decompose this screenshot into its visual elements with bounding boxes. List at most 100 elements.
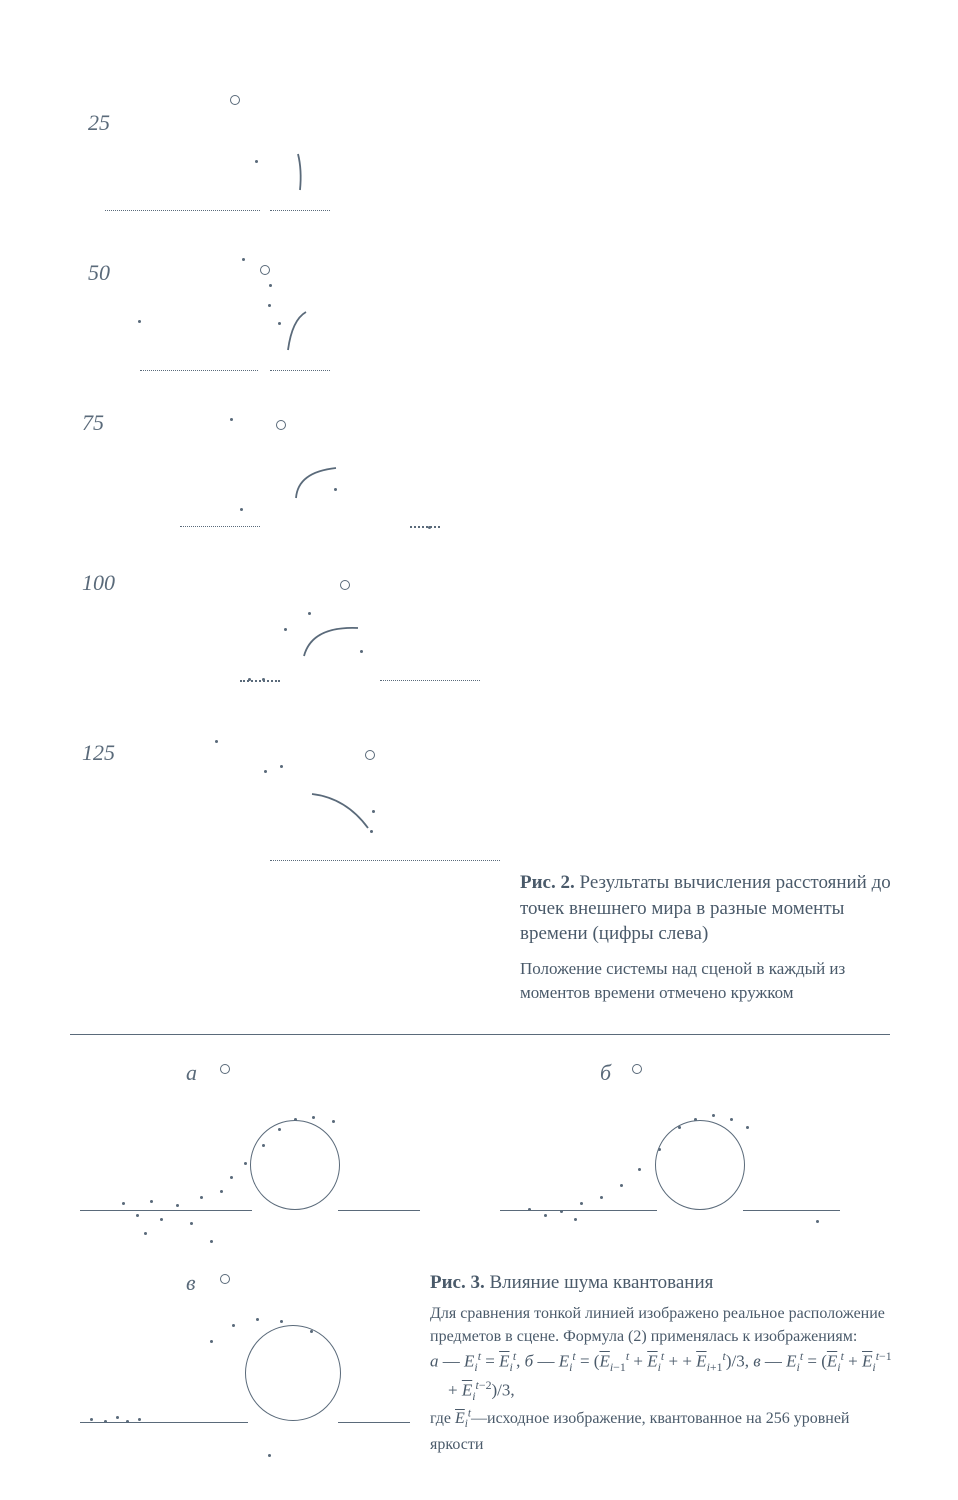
- fig2-dot: [262, 678, 265, 681]
- fig3-panel-a-scene-circle: [250, 1120, 340, 1210]
- figure-3-caption: Рис. 3. Влияние шума квантования Для сра…: [430, 1270, 900, 1456]
- fig3-panel-a-marker: [220, 1064, 230, 1074]
- fig3-panel-a-label: а: [186, 1060, 197, 1086]
- fig3-dot: [160, 1218, 163, 1221]
- fig2-dot: [215, 740, 218, 743]
- fig3-dot: [694, 1118, 697, 1121]
- fig2-dot: [308, 612, 311, 615]
- fig3-panel-b-label: б: [600, 1060, 611, 1086]
- fig3-dot: [574, 1218, 577, 1221]
- fig3-dot: [138, 1418, 141, 1421]
- fig3-dot: [278, 1128, 281, 1131]
- fig2-arc-125: [306, 788, 378, 836]
- fig2-dot: [278, 322, 281, 325]
- fig2-time-label-125: 125: [82, 740, 115, 766]
- fig2-marker-25: [230, 95, 240, 105]
- fig3-panel-b-marker: [632, 1064, 642, 1074]
- fig2-baseline-25b: [270, 210, 330, 212]
- fig3-panel-v-scene-line-r: [338, 1422, 410, 1423]
- fig3-dot: [712, 1114, 715, 1117]
- fig2-caption-sub: Положение системы над сценой в каждый из…: [520, 957, 900, 1005]
- fig3-dot: [600, 1196, 603, 1199]
- fig3-panel-v-scene-circle: [245, 1325, 341, 1421]
- fig3-dot: [116, 1416, 119, 1419]
- fig2-dot: [372, 810, 375, 813]
- fig3-dot: [90, 1418, 93, 1421]
- fig2-dot: [248, 678, 251, 681]
- fig3-dot: [150, 1200, 153, 1203]
- fig3-dot: [126, 1420, 129, 1423]
- fig3-dot: [560, 1210, 563, 1213]
- fig3-dot: [122, 1202, 125, 1205]
- fig3-dot: [220, 1190, 223, 1193]
- fig3-panel-b-scene-line-r: [743, 1210, 840, 1211]
- fig2-marker-100: [340, 580, 350, 590]
- fig3-dot: [816, 1220, 819, 1223]
- fig3-formula-block: a — Eit = Eit, б — Eit = (Ei−1t + Eit + …: [430, 1348, 900, 1406]
- fig3-dot: [136, 1214, 139, 1217]
- page-root: 25 50 75 100 125 Рис. 2. Р: [0, 0, 958, 1500]
- fig3-dot: [232, 1324, 235, 1327]
- fig3-dot: [190, 1222, 193, 1225]
- fig3-dot: [620, 1184, 623, 1187]
- fig3-caption-sub3: где Eit—исходное изображение, квантованн…: [430, 1410, 849, 1452]
- fig3-panel-b: б: [480, 1060, 860, 1260]
- fig3-dot: [294, 1118, 297, 1121]
- fig3-panel-a-scene-line-r: [338, 1210, 420, 1211]
- fig3-panel-a-scene-line-l: [80, 1210, 252, 1211]
- fig2-baseline-100a: [240, 680, 280, 682]
- fig2-baseline-25a: [105, 210, 260, 212]
- fig2-dot: [255, 160, 258, 163]
- fig2-baseline-75b: [410, 526, 440, 528]
- fig2-time-label-100: 100: [82, 570, 115, 596]
- fig3-dot: [678, 1126, 681, 1129]
- fig3-dot: [746, 1126, 749, 1129]
- fig3-dot: [580, 1202, 583, 1205]
- fig2-arc-25: [292, 150, 316, 194]
- fig3-dot: [528, 1208, 531, 1211]
- fig3-dot: [176, 1204, 179, 1207]
- fig3-dot: [210, 1340, 213, 1343]
- fig3-dot: [544, 1214, 547, 1217]
- fig2-baseline-100b: [380, 680, 480, 682]
- figure-2-chart: 25 50 75 100 125: [70, 70, 510, 970]
- fig3-dot: [658, 1148, 661, 1151]
- fig2-time-label-75: 75: [82, 410, 104, 436]
- fig2-dot: [242, 258, 245, 261]
- fig2-caption-title: Результаты вычисления расстояний до точе…: [520, 872, 891, 944]
- figure-2-caption: Рис. 2. Результаты вычисления расстояний…: [520, 870, 900, 1005]
- fig3-dot: [730, 1118, 733, 1121]
- fig2-dot: [268, 304, 271, 307]
- fig3-dot: [638, 1168, 641, 1171]
- fig2-marker-50: [260, 265, 270, 275]
- fig2-arc-50: [282, 308, 318, 356]
- fig2-dot: [370, 830, 373, 833]
- fig2-dot: [280, 765, 283, 768]
- fig3-dot: [310, 1330, 313, 1333]
- fig2-dot: [230, 418, 233, 421]
- fig2-dot: [284, 628, 287, 631]
- fig2-dot: [428, 526, 431, 529]
- fig3-dot: [104, 1420, 107, 1423]
- fig2-dot: [240, 508, 243, 511]
- fig3-dot: [268, 1454, 271, 1457]
- fig2-dot: [138, 320, 141, 323]
- fig2-baseline-50b: [270, 370, 330, 372]
- fig2-dot: [360, 650, 363, 653]
- fig2-dot: [334, 488, 337, 491]
- fig3-dot: [332, 1120, 335, 1123]
- fig3-caption-prefix: Рис. 3.: [430, 1272, 485, 1293]
- fig3-dot: [230, 1176, 233, 1179]
- fig2-baseline-75a: [180, 526, 260, 528]
- fig2-dot: [269, 284, 272, 287]
- fig3-panel-b-scene-line-l: [500, 1210, 657, 1211]
- fig3-dot: [256, 1318, 259, 1321]
- fig2-time-label-25: 25: [88, 110, 110, 136]
- fig2-arc-100: [296, 620, 366, 668]
- fig3-dot: [280, 1320, 283, 1323]
- fig3-dot: [262, 1144, 265, 1147]
- fig2-baseline-125: [270, 860, 500, 862]
- figure-divider: [70, 1034, 890, 1035]
- fig3-panel-v: в: [80, 1270, 440, 1470]
- fig2-marker-125: [365, 750, 375, 760]
